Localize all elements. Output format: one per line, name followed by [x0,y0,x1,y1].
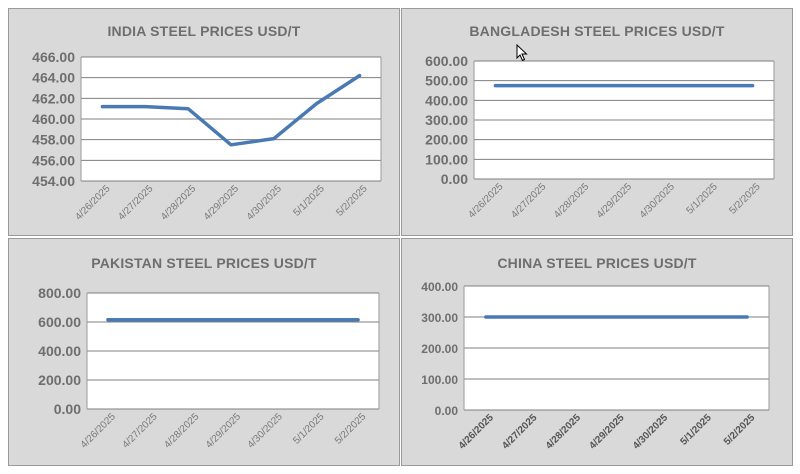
x-tick-label: 4/30/2025 [631,412,671,452]
y-tick-label: 400.00 [38,343,81,359]
x-tick-label: 4/28/2025 [159,183,199,223]
x-tick-label: 5/1/2025 [292,183,328,219]
y-tick-label: 460.00 [32,111,75,127]
y-tick-label: 0.00 [441,171,468,187]
mouse-pointer-icon [516,44,528,62]
y-tick-label: 464.00 [32,70,75,86]
x-tick-label: 5/2/2025 [722,412,758,448]
y-tick-label: 456.00 [32,152,75,168]
chart-plot: 466.00 464.00 462.00 460.00 458.00 456.00 454.… [32,49,382,223]
y-tick-label: 600.00 [425,53,468,69]
chart-panel-china: CHINA STEEL PRICES USD/T 400.00 300.00 200… [401,238,793,466]
x-tick-label: 4/30/2025 [246,411,286,451]
chart-panel-pakistan: PAKISTAN STEEL PRICES USD/T 800.00 600.00… [8,238,400,466]
x-tick-label: 4/26/2025 [457,412,497,452]
chart-plot: 600.00 500.00 400.00 300.00 200.00 100.00 0.00… [425,53,775,221]
y-tick-label: 0.00 [54,401,81,417]
x-tick-label: 4/26/2025 [79,411,119,451]
x-tick-label: 4/28/2025 [162,411,202,451]
x-tick-label: 5/2/2025 [727,181,763,217]
y-tick-label: 458.00 [32,132,75,148]
y-tick-label: 300.00 [425,112,468,128]
y-tick-label: 200.00 [38,372,81,388]
y-tick-label: 0.00 [435,404,459,418]
y-tick-label: 454.00 [32,173,75,189]
y-tick-label: 300.00 [421,311,458,325]
y-tick-label: 800.00 [38,285,81,301]
chart-title: PAKISTAN STEEL PRICES USD/T [91,255,317,271]
x-tick-label: 4/29/2025 [587,412,627,452]
y-tick-label: 466.00 [32,49,75,65]
chart-panel-india: INDIA STEEL PRICES USD/T 466.00 464.00 462… [8,8,400,236]
x-tick-label: 5/2/2025 [334,183,370,219]
x-tick-label: 4/27/2025 [120,411,160,451]
x-tick-label: 4/29/2025 [204,411,244,451]
x-tick-label: 4/27/2025 [116,183,156,223]
y-tick-label: 400.00 [421,280,458,294]
y-tick-label: 600.00 [38,314,81,330]
y-tick-label: 100.00 [425,151,468,167]
x-tick-label: 4/29/2025 [595,181,635,221]
chart-panel-bangladesh: BANGLADESH STEEL PRICES USD/T 600.00 500.… [401,8,793,236]
y-tick-label: 200.00 [421,342,458,356]
x-tick-label: 4/30/2025 [245,183,285,223]
x-tick-label: 5/2/2025 [333,411,369,447]
y-tick-label: 100.00 [421,373,458,387]
y-tick-label: 462.00 [32,90,75,106]
x-tick-label: 4/30/2025 [638,181,678,221]
x-tick-label: 4/27/2025 [509,181,549,221]
x-tick-label: 4/27/2025 [500,412,540,452]
x-tick-label: 4/29/2025 [202,183,242,223]
x-tick-label: 4/28/2025 [552,181,592,221]
x-tick-label: 4/26/2025 [73,183,113,223]
x-tick-label: 5/1/2025 [678,412,714,448]
chart-title: BANGLADESH STEEL PRICES USD/T [469,23,725,39]
chart-title: INDIA STEEL PRICES USD/T [107,23,301,39]
y-tick-label: 200.00 [425,132,468,148]
x-tick-label: 5/1/2025 [685,181,721,217]
y-tick-label: 500.00 [425,73,468,89]
chart-title: CHINA STEEL PRICES USD/T [497,255,697,271]
x-tick-label: 4/26/2025 [466,181,506,221]
x-tick-label: 4/28/2025 [544,412,584,452]
series-line [100,73,362,147]
x-tick-label: 5/1/2025 [291,411,327,447]
y-tick-label: 400.00 [425,92,468,108]
